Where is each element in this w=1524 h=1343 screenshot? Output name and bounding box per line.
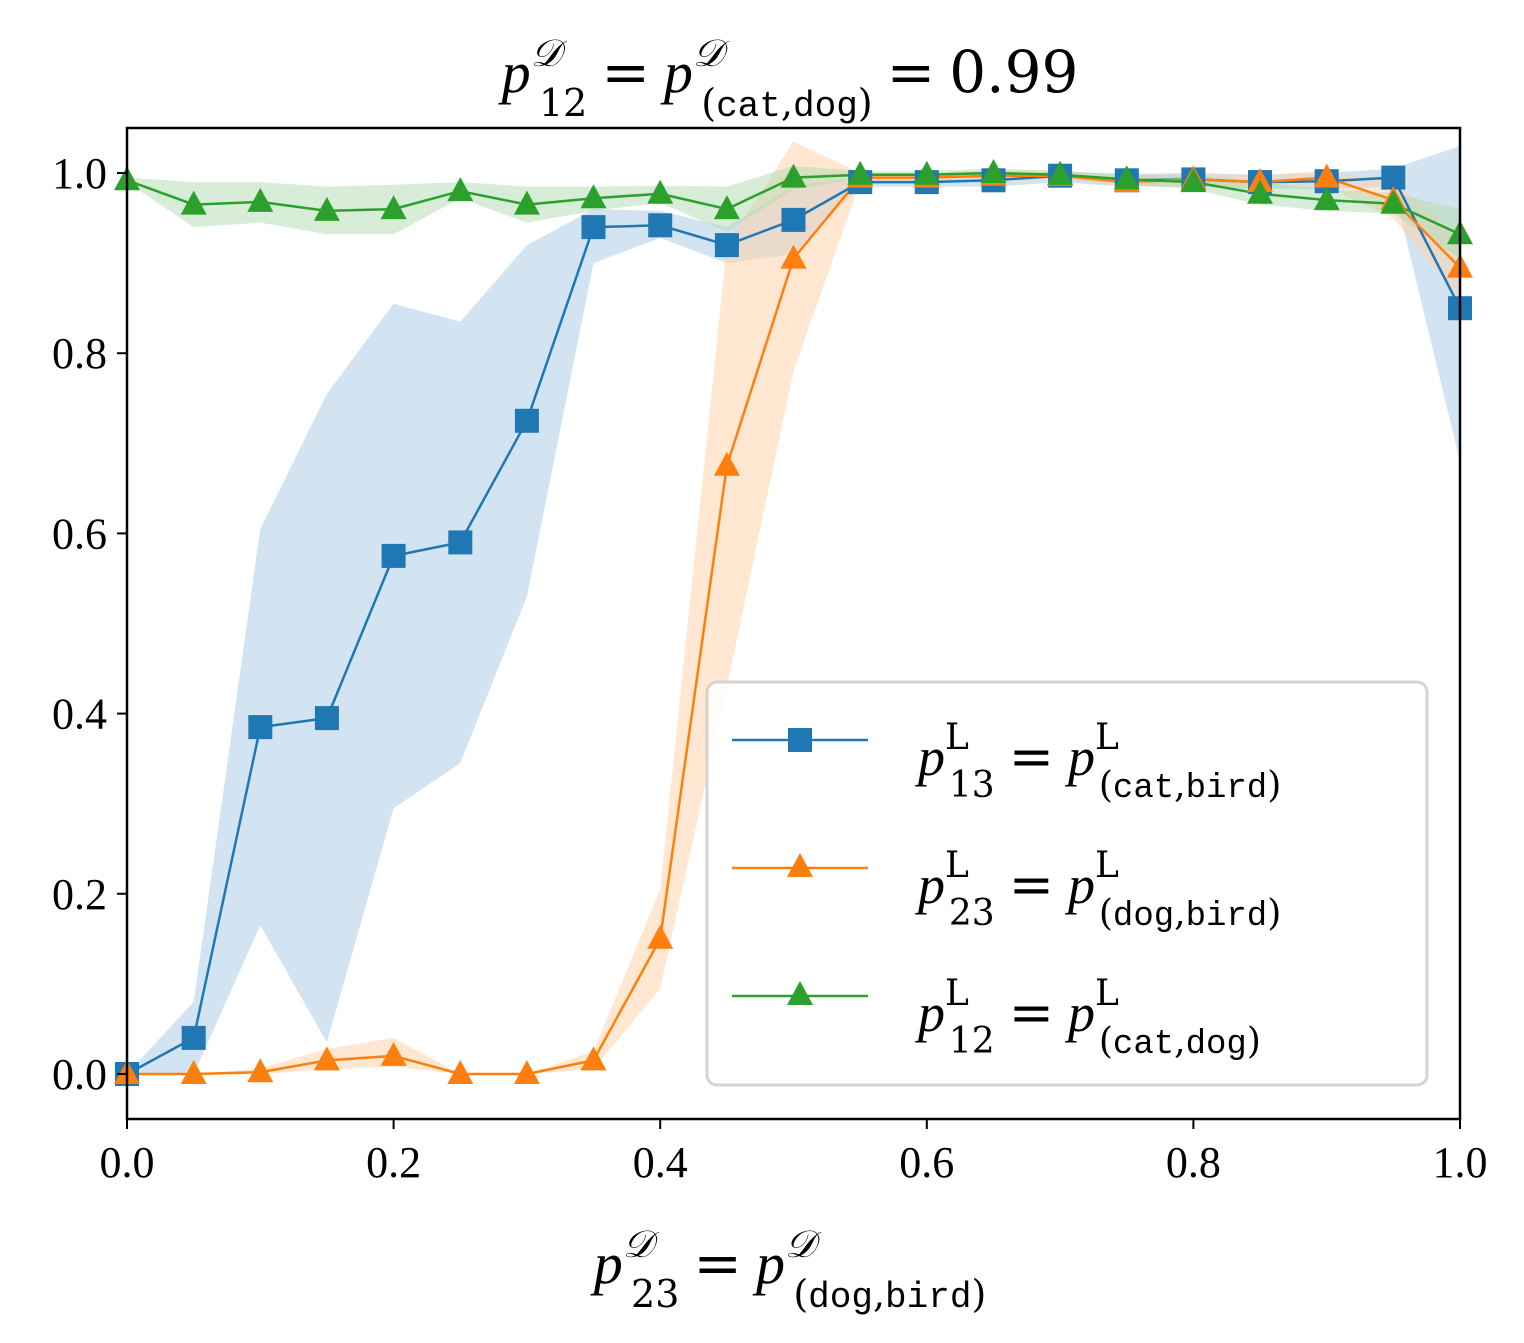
series-3-point — [1247, 179, 1273, 204]
legend-marker-p12 — [787, 981, 813, 1005]
y-tick-label: 1.0 — [52, 149, 107, 198]
plot-markers — [114, 159, 1473, 1086]
series-1-point — [314, 706, 339, 731]
series-3-point — [647, 179, 674, 204]
y-tick-label: 0.0 — [52, 1050, 107, 1099]
series-2-point — [580, 1046, 607, 1071]
series-1-point — [581, 215, 606, 240]
chart-title: p𝒟 12 = p𝒟 (cat,dog) = 0.99 — [498, 33, 1079, 127]
x-axis-label: p𝒟 23 = p𝒟 (dog,bird) — [590, 1224, 987, 1318]
series-1-point — [248, 715, 273, 740]
plot-area-frame — [125, 126, 1462, 1121]
series-1-point — [648, 213, 673, 238]
series-3-point — [847, 160, 874, 185]
x-tick-label: 0.8 — [1166, 1138, 1221, 1187]
legend-label-p13: pL 13 = pL (cat,bird) — [914, 717, 1281, 808]
series-2-point — [447, 1060, 474, 1084]
y-tick-label: 0.6 — [52, 509, 107, 558]
series-3-point — [513, 190, 540, 215]
series-1-point — [381, 543, 406, 568]
legend-marker-p23 — [787, 853, 813, 877]
legend-entry-p23: pL 23 = pL (dog,bird) — [732, 845, 1281, 936]
legend-marker-p13 — [788, 728, 812, 752]
y-axis: 0.0 0.2 0.4 0.6 0.8 1.0 — [52, 149, 127, 1099]
series-3-point — [980, 159, 1007, 183]
x-tick-label: 0.2 — [366, 1138, 421, 1187]
legend-box — [705, 680, 1429, 1087]
series-1-point — [714, 233, 739, 258]
y-tick-label: 0.4 — [52, 690, 107, 739]
legend: pL 13 = pL (cat,bird) pL 23 = pL (dog,bird) pL 12… — [705, 680, 1429, 1087]
legend-label-p12: pL 12 = pL (cat,dog) — [914, 973, 1261, 1064]
series-1-point — [514, 408, 539, 433]
series-3-point — [1047, 160, 1074, 185]
legend-label-p23: pL 23 = pL (dog,bird) — [914, 845, 1281, 936]
series-3-point — [780, 163, 807, 188]
series-3-point — [580, 184, 607, 209]
series-2-point — [1313, 163, 1340, 188]
series-3-point — [913, 160, 940, 185]
series-1-point — [1381, 165, 1406, 190]
series-3-point — [1380, 189, 1407, 214]
series-3-point — [447, 177, 474, 202]
series-2-point — [247, 1058, 274, 1083]
legend-entry-p12: pL 12 = pL (cat,dog) — [732, 973, 1261, 1064]
series-3-point — [1113, 165, 1140, 190]
series-2-band — [127, 141, 1460, 1074]
x-tick-label: 0.6 — [899, 1138, 954, 1187]
series-3-point — [1313, 186, 1340, 211]
series-3-point — [713, 195, 740, 220]
series-1-point — [181, 1025, 206, 1050]
series-3-point — [313, 196, 340, 221]
series-1-band — [127, 146, 1460, 1074]
series-3-point — [1180, 168, 1207, 193]
y-tick-label: 0.8 — [52, 329, 107, 378]
series-3-point — [247, 187, 274, 212]
series-1-point — [781, 207, 806, 232]
series-2-point — [180, 1060, 207, 1084]
series-2-point — [647, 924, 674, 949]
x-tick-label: 0.0 — [100, 1138, 155, 1187]
series-2-point — [780, 244, 807, 269]
series-2-point — [380, 1041, 407, 1066]
x-tick-label: 1.0 — [1433, 1138, 1488, 1187]
series-2-point — [713, 451, 740, 476]
series-3-point — [180, 190, 207, 215]
series-2-point — [313, 1046, 340, 1071]
x-tick-label: 0.4 — [633, 1138, 688, 1187]
y-tick-label: 0.2 — [52, 870, 107, 919]
x-axis: 0.0 0.2 0.4 0.6 0.8 1.0 — [100, 1119, 1488, 1187]
series-1-point — [448, 530, 473, 555]
series-2-point — [513, 1060, 540, 1084]
legend-entry-p13: pL 13 = pL (cat,bird) — [732, 717, 1281, 808]
series-3-point — [380, 195, 407, 220]
